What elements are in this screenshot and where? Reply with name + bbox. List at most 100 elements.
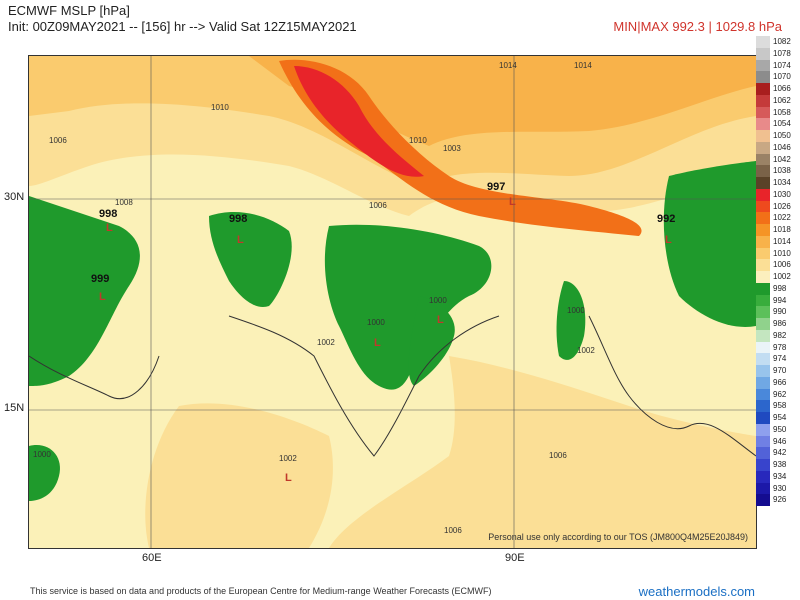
legend-value: 1082 xyxy=(773,37,791,46)
legend-value: 1038 xyxy=(773,166,791,176)
legend-swatch xyxy=(756,318,770,330)
legend-entry: 966 xyxy=(756,376,800,389)
legend-swatch xyxy=(756,494,770,506)
isobar-tag: 1010 xyxy=(211,103,229,112)
center-label: 992 xyxy=(657,213,676,225)
field-1006-south xyxy=(329,356,756,548)
legend-swatch xyxy=(756,224,770,236)
legend-entry: 934 xyxy=(756,470,800,483)
legend-entry: 942 xyxy=(756,447,800,459)
low-marker: L xyxy=(285,472,292,484)
legend-swatch xyxy=(756,130,770,142)
isobar-tag: 1006 xyxy=(369,201,387,210)
lon-label-90e: 90E xyxy=(505,552,525,564)
legend-entry: 946 xyxy=(756,435,800,448)
legend-swatch xyxy=(756,282,770,295)
legend-swatch xyxy=(756,365,770,377)
legend-value: 1062 xyxy=(773,95,791,105)
legend-entry: 998 xyxy=(756,282,800,295)
legend-swatch xyxy=(756,59,770,72)
mslp-map[interactable]: 998 998 999 997 992 1000 1000 1000 1002 … xyxy=(28,55,757,549)
legend-swatch xyxy=(756,106,770,119)
legend-value: 994 xyxy=(773,295,787,305)
legend-swatch xyxy=(756,94,770,107)
legend-value: 1002 xyxy=(773,272,791,281)
personal-use-notice: Personal use only according to our TOS (… xyxy=(488,532,748,542)
legend-swatch xyxy=(756,376,770,389)
isobar-tag: 1002 xyxy=(317,338,335,347)
legend-swatch xyxy=(756,306,770,318)
legend-value: 998 xyxy=(773,283,787,293)
legend-entry: 1006 xyxy=(756,259,800,271)
legend-value: 930 xyxy=(773,483,787,493)
legend-entry: 926 xyxy=(756,494,800,506)
legend-value: 1046 xyxy=(773,142,791,152)
legend-entry: 1014 xyxy=(756,235,800,248)
legend-swatch xyxy=(756,118,770,130)
legend-swatch xyxy=(756,435,770,448)
isobar-tag: 1006 xyxy=(49,136,67,145)
site-link[interactable]: weathermodels.com xyxy=(638,584,755,599)
legend-value: 1070 xyxy=(773,72,791,82)
legend-swatch xyxy=(756,83,770,95)
legend-swatch xyxy=(756,259,770,271)
legend-entry: 1026 xyxy=(756,200,800,213)
isobar-tag: 1014 xyxy=(574,61,592,70)
legend-entry: 978 xyxy=(756,341,800,354)
legend-swatch xyxy=(756,47,770,60)
legend-entry: 1054 xyxy=(756,118,800,130)
legend-swatch xyxy=(756,470,770,483)
legend-entry: 1018 xyxy=(756,224,800,236)
center-label: 997 xyxy=(487,181,506,193)
legend-swatch xyxy=(756,235,770,248)
legend-entry: 1082 xyxy=(756,36,800,48)
isobar-tag: 1006 xyxy=(549,451,567,460)
legend-value: 1050 xyxy=(773,131,791,140)
legend-value: 1018 xyxy=(773,225,791,234)
field-low-bengal-coast xyxy=(408,296,455,386)
field-himalaya-1026 xyxy=(294,66,424,177)
center-label: 1000 xyxy=(429,296,447,305)
legend-entry: 1066 xyxy=(756,83,800,95)
legend-swatch xyxy=(756,188,770,201)
min-max-readout: MIN|MAX 992.3 | 1029.8 hPa xyxy=(613,19,782,34)
legend-value: 954 xyxy=(773,413,787,422)
legend-value: 970 xyxy=(773,366,787,375)
legend-entry: 1034 xyxy=(756,177,800,189)
legend-swatch xyxy=(756,153,770,166)
legend-value: 1042 xyxy=(773,154,791,164)
legend-entry: 1050 xyxy=(756,130,800,142)
field-himalaya-1018 xyxy=(279,59,642,236)
legend-value: 938 xyxy=(773,460,787,469)
legend-entry: 1010 xyxy=(756,247,800,260)
legend-swatch xyxy=(756,341,770,354)
legend-entry: 982 xyxy=(756,329,800,342)
field-1014-band xyxy=(249,56,756,146)
init-valid-line: Init: 00Z09MAY2021 -- [156] hr --> Valid… xyxy=(8,19,357,34)
low-marker: L xyxy=(99,291,106,303)
legend-swatch xyxy=(756,388,770,401)
center-label: 1002 xyxy=(279,454,297,463)
legend-value: 1006 xyxy=(773,260,791,270)
field-low-china xyxy=(663,161,756,327)
legend-entry: 1058 xyxy=(756,106,800,119)
ecmwf-footer: This service is based on data and produc… xyxy=(30,586,492,596)
legend-entry: 930 xyxy=(756,482,800,495)
legend-value: 978 xyxy=(773,342,787,352)
legend-value: 950 xyxy=(773,424,787,434)
legend-entry: 970 xyxy=(756,365,800,377)
center-label: 998 xyxy=(229,213,248,225)
field-low-arabia xyxy=(29,196,140,386)
field-low-india xyxy=(324,224,492,390)
legend-value: 942 xyxy=(773,448,787,458)
legend-value: 966 xyxy=(773,377,787,387)
legend-entry: 990 xyxy=(756,306,800,318)
pressure-legend: 1082 1078 1074 1070 1066 1062 1058 1054 1050 1046… xyxy=(756,36,800,506)
legend-entry: 974 xyxy=(756,353,800,365)
center-label: 1000 xyxy=(33,450,51,459)
isobar-tag: 1010 xyxy=(409,136,427,145)
low-marker: L xyxy=(437,314,444,326)
legend-swatch xyxy=(756,447,770,459)
field-1006-arabian-sea xyxy=(145,403,333,548)
center-label: 1000 xyxy=(367,318,385,327)
